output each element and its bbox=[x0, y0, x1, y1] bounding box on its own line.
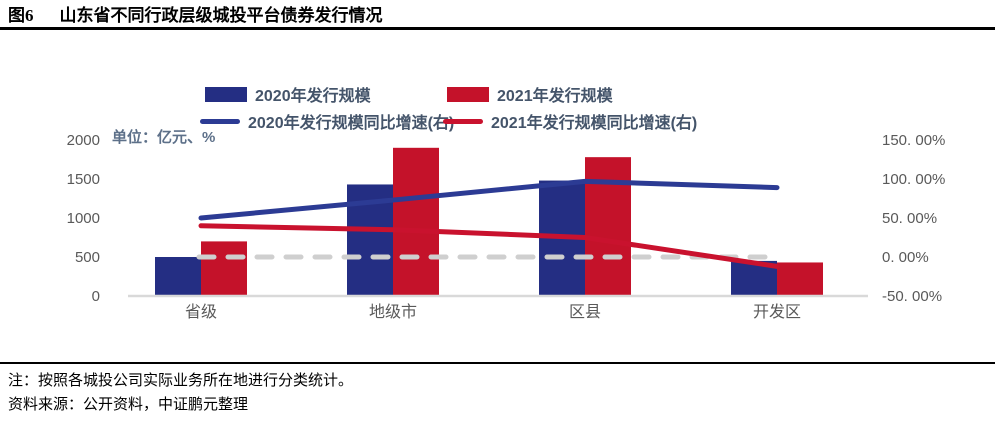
source-line: 资料来源：公开资料，中证鹏元整理 bbox=[8, 397, 249, 413]
category-label: 开发区 bbox=[753, 303, 801, 321]
category-label: 区县 bbox=[569, 304, 601, 321]
figure-header: 图6 山东省不同行政层级城投平台债券发行情况 bbox=[0, 0, 995, 30]
left-axis-tick: 2000 bbox=[67, 132, 100, 149]
unit-label: 单位：亿元、% bbox=[112, 129, 216, 146]
legend-swatch-2021-bar bbox=[447, 86, 489, 102]
left-axis-tick: 500 bbox=[75, 249, 100, 266]
bar-s1-c0 bbox=[201, 241, 247, 296]
chart-area: 2020年发行规模 2021年发行规模 2020年发行规模同比增速(右) 202… bbox=[0, 33, 995, 362]
chart-plot: 0 500 1000 1500 2000 -50. 00% 0. 00% 50. 00% 100… bbox=[67, 132, 946, 321]
left-axis-tick: 1000 bbox=[67, 210, 100, 227]
right-axis-tick: 150. 00% bbox=[882, 132, 945, 149]
category-label: 省级 bbox=[185, 303, 217, 321]
legend-swatch-2020-line bbox=[200, 118, 240, 124]
bar-s0-c0 bbox=[155, 257, 201, 296]
figure-notes: 注：按照各城投公司实际业务所在地进行分类统计。 资料来源：公开资料，中证鹏元整理 bbox=[0, 362, 995, 421]
right-axis-tick: -50. 00% bbox=[882, 288, 942, 305]
left-axis-tick: 0 bbox=[92, 288, 100, 305]
category-label: 地级市 bbox=[369, 303, 417, 321]
right-axis-tick: 0. 00% bbox=[882, 249, 929, 266]
bar-s1-c3 bbox=[777, 262, 823, 296]
right-axis-tick: 100. 00% bbox=[882, 171, 945, 188]
legend-item-2020-growth-line: 2020年发行规模同比增速(右) bbox=[200, 112, 455, 132]
growth-line-1 bbox=[198, 223, 780, 269]
legend-label: 2020年发行规模 bbox=[255, 88, 371, 105]
legend-label: 2021年发行规模同比增速(右) bbox=[491, 115, 698, 132]
legend-label: 2021年发行规模 bbox=[497, 88, 613, 105]
note-line: 注：按照各城投公司实际业务所在地进行分类统计。 bbox=[8, 373, 354, 389]
legend-swatch-2021-line bbox=[443, 118, 483, 124]
right-axis-tick: 50. 00% bbox=[882, 210, 937, 227]
legend-swatch-2020-bar bbox=[205, 86, 247, 102]
left-axis-tick: 1500 bbox=[67, 171, 100, 188]
legend-item-2021-bars: 2021年发行规模 bbox=[447, 85, 613, 105]
bar-s1-c1 bbox=[393, 147, 439, 296]
figure-number: 图6 bbox=[8, 6, 34, 25]
figure-title: 山东省不同行政层级城投平台债券发行情况 bbox=[59, 6, 383, 25]
legend-item-2020-bars: 2020年发行规模 bbox=[205, 85, 371, 105]
bar-s1-c2 bbox=[585, 157, 631, 296]
growth-line-0 bbox=[198, 178, 780, 221]
legend-item-2021-growth-line: 2021年发行规模同比增速(右) bbox=[443, 112, 698, 132]
legend-label: 2020年发行规模同比增速(右) bbox=[248, 115, 455, 132]
